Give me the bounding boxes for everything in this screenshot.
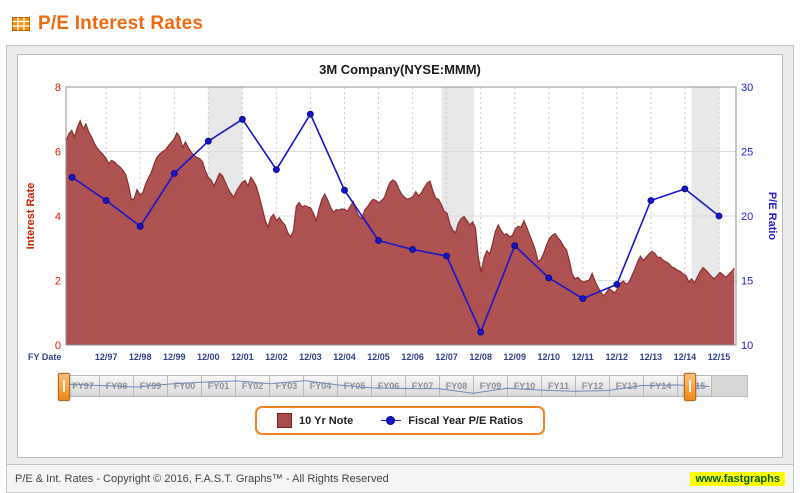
slider-year-cell[interactable]: FY09	[474, 375, 508, 397]
copyright-text: P/E & Int. Rates - Copyright © 2016, F.A…	[15, 472, 389, 485]
app-header: P/E Interest Rates	[0, 0, 800, 45]
svg-text:0: 0	[55, 340, 61, 352]
slider-year-cell[interactable]: FY04	[304, 375, 338, 397]
content-frame: 3M Company(NYSE:MMM) 0 2 4 6 8 10 15 20 25 30 12/9…	[6, 45, 794, 493]
svg-text:12/97: 12/97	[95, 352, 118, 362]
slider-year-cell[interactable]: FY97	[66, 375, 100, 397]
svg-text:12/06: 12/06	[401, 352, 424, 362]
svg-text:25: 25	[741, 147, 753, 159]
slider-year-cell[interactable]: FY12	[576, 375, 610, 397]
slider-handle-left[interactable]	[58, 373, 70, 401]
page-title: P/E Interest Rates	[38, 13, 204, 34]
svg-text:Interest Rate: Interest Rate	[25, 183, 37, 250]
watermark-link[interactable]: www.fastgraphs	[690, 471, 785, 486]
slider-year-cell[interactable]: FY05	[338, 375, 372, 397]
chart-card: 3M Company(NYSE:MMM) 0 2 4 6 8 10 15 20 25 30 12/9…	[17, 54, 783, 458]
svg-text:12/04: 12/04	[333, 352, 356, 362]
svg-text:12/05: 12/05	[367, 352, 390, 362]
svg-text:10: 10	[741, 340, 753, 352]
grid-icon	[12, 17, 30, 31]
svg-text:12/09: 12/09	[503, 352, 526, 362]
svg-text:12/11: 12/11	[572, 352, 594, 362]
slider-year-cell[interactable]: FY99	[134, 375, 168, 397]
slider-track[interactable]: FY97 FY98 FY99 FY00 FY01 FY02 FY03 FY04 FY05 FY06…	[66, 375, 712, 397]
svg-text:8: 8	[55, 82, 61, 94]
footer: P/E & Int. Rates - Copyright © 2016, F.A…	[7, 464, 793, 492]
dot-swatch-icon	[381, 416, 402, 425]
svg-text:20: 20	[741, 211, 753, 223]
svg-text:12/01: 12/01	[231, 352, 254, 362]
svg-text:12/07: 12/07	[435, 352, 458, 362]
svg-text:12/99: 12/99	[163, 352, 186, 362]
chart-legend: 10 Yr Note Fiscal Year P/E Ratios	[255, 406, 545, 435]
chart-title: 3M Company(NYSE:MMM)	[319, 62, 481, 77]
svg-text:12/10: 12/10	[538, 352, 561, 362]
svg-text:12/02: 12/02	[265, 352, 288, 362]
svg-text:30: 30	[741, 82, 753, 94]
svg-text:12/00: 12/00	[197, 352, 220, 362]
slider-year-cell[interactable]: FY08	[440, 375, 474, 397]
slider-year-cell[interactable]: FY01	[202, 375, 236, 397]
handle-grip	[63, 380, 65, 392]
slider-tail	[712, 375, 748, 397]
slider-year-cell[interactable]: FY10	[508, 375, 542, 397]
area-swatch-icon	[277, 413, 293, 428]
slider-year-cell[interactable]: FY13	[610, 375, 644, 397]
legend-label-pe-ratios: Fiscal Year P/E Ratios	[408, 414, 523, 427]
svg-text:12/15: 12/15	[708, 352, 731, 362]
svg-text:4: 4	[55, 211, 61, 223]
handle-grip	[689, 380, 691, 392]
timeline-slider[interactable]: FY97 FY98 FY99 FY00 FY01 FY02 FY03 FY04 FY05 FY06…	[58, 371, 758, 401]
pe-interest-chart: 0 2 4 6 8 10 15 20 25 30 12/97 12/98 12/99 12/00 12/01…	[25, 82, 778, 362]
svg-text:12/14: 12/14	[674, 352, 697, 362]
svg-text:12/13: 12/13	[640, 352, 663, 362]
svg-text:2: 2	[55, 276, 61, 288]
slider-year-cell[interactable]: FY98	[100, 375, 134, 397]
legend-item-pe-ratios[interactable]: Fiscal Year P/E Ratios	[381, 415, 523, 427]
svg-text:12/98: 12/98	[129, 352, 152, 362]
svg-text:12/12: 12/12	[606, 352, 629, 362]
svg-text:15: 15	[741, 276, 753, 288]
slider-year-cell[interactable]: FY14	[644, 375, 678, 397]
svg-text:12/03: 12/03	[299, 352, 322, 362]
legend-label-10yr-note: 10 Yr Note	[299, 414, 354, 427]
slider-year-cell[interactable]: FY11	[542, 375, 576, 397]
svg-text:FY Date: FY Date	[28, 352, 61, 362]
slider-year-cell[interactable]: FY03	[270, 375, 304, 397]
slider-year-cell[interactable]: FY02	[236, 375, 270, 397]
svg-text:12/08: 12/08	[469, 352, 492, 362]
svg-text:P/E Ratio: P/E Ratio	[766, 192, 778, 241]
slider-year-cell[interactable]: FY06	[372, 375, 406, 397]
slider-year-cell[interactable]: FY00	[168, 375, 202, 397]
slider-year-cell[interactable]: FY07	[406, 375, 440, 397]
slider-handle-right[interactable]	[684, 373, 696, 401]
svg-text:6: 6	[55, 147, 61, 159]
legend-row: 10 Yr Note Fiscal Year P/E Ratios	[18, 403, 782, 441]
pe-ratio-line	[68, 110, 723, 336]
legend-item-10yr-note[interactable]: 10 Yr Note	[277, 413, 353, 428]
